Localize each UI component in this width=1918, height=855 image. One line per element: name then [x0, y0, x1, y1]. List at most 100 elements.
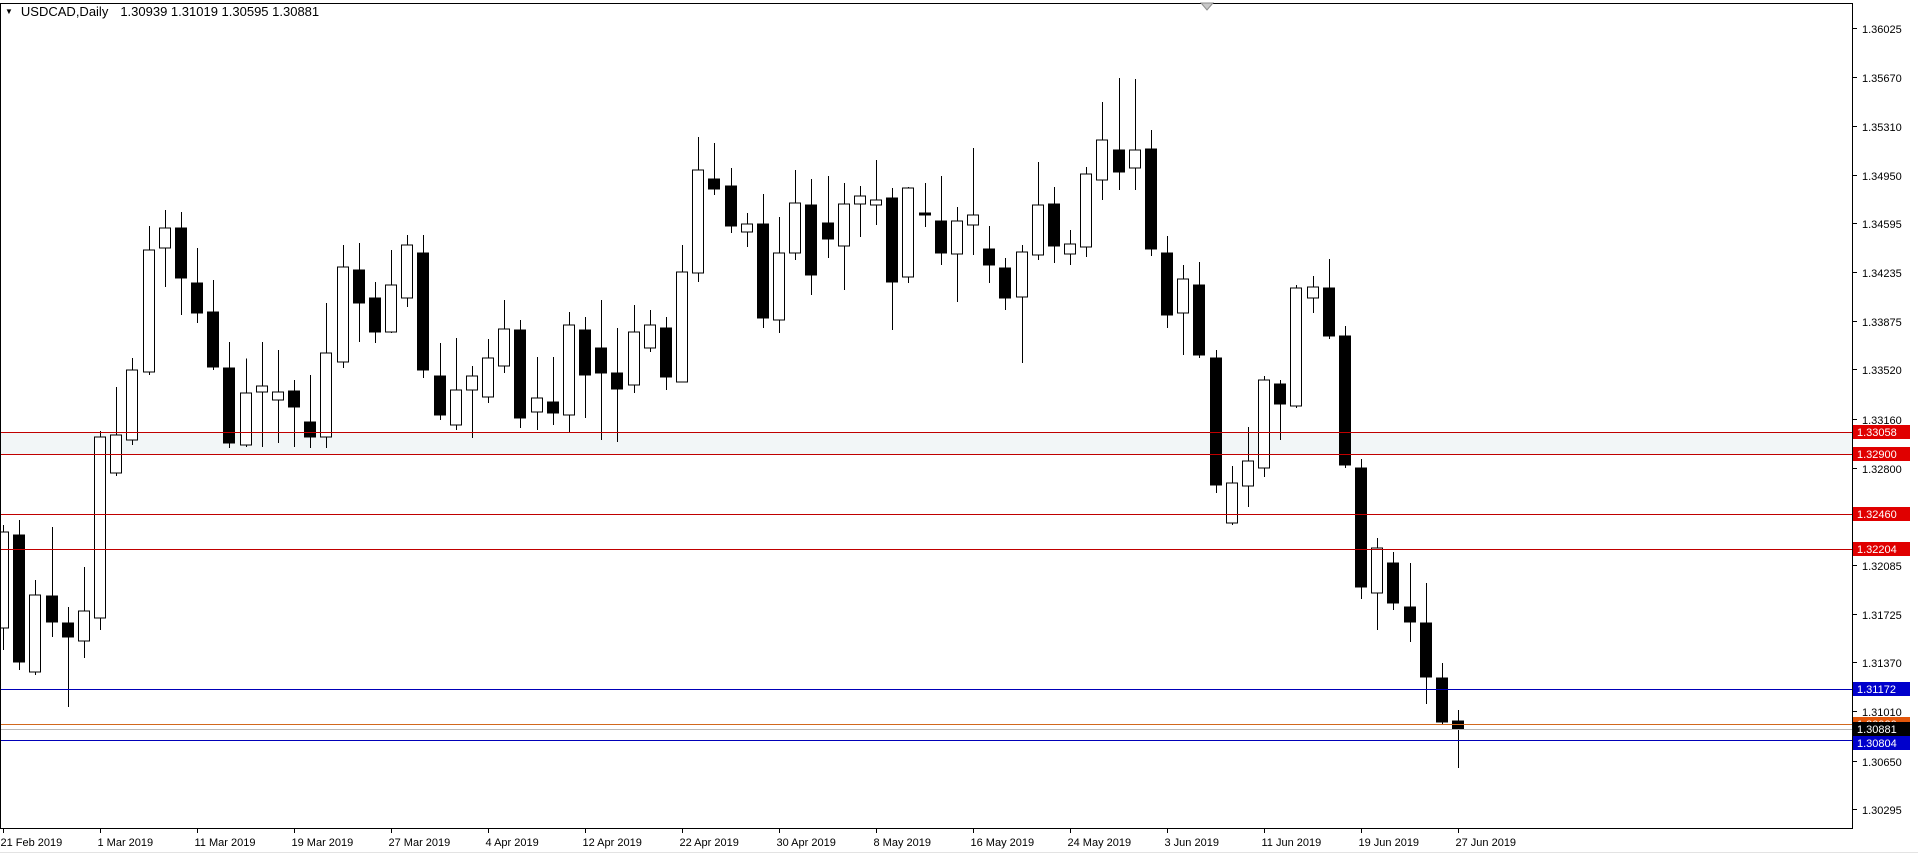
y-axis-label: 1.36025 — [1862, 24, 1902, 36]
x-axis-date-label: 16 May 2019 — [971, 837, 1035, 849]
candle-bullish — [385, 284, 397, 333]
candle-bullish — [967, 214, 979, 226]
candle-bearish — [434, 375, 446, 416]
x-axis-date-label: 30 Apr 2019 — [777, 837, 836, 849]
candle-bearish — [191, 282, 203, 314]
candle-bearish — [1161, 252, 1173, 316]
level-price-tag: 1.30804 — [1857, 738, 1897, 750]
candle-bearish — [935, 220, 947, 254]
symbol-dropdown-icon[interactable]: ▼ — [5, 6, 13, 16]
candle-bullish — [1226, 482, 1238, 524]
candle-bullish — [628, 331, 640, 386]
candle-bullish — [773, 252, 785, 321]
x-axis-date-label: 8 May 2019 — [874, 837, 931, 849]
y-axis-label: 1.35310 — [1862, 122, 1902, 134]
candle-bullish — [1064, 243, 1076, 255]
candle-bullish — [741, 223, 753, 233]
candle-bearish — [579, 329, 591, 376]
candle-bullish — [951, 220, 963, 255]
level-price-tag-bg — [1853, 447, 1910, 461]
candle-bullish — [531, 397, 543, 413]
candle-bearish — [983, 248, 995, 266]
plot-frame — [0, 3, 1853, 829]
candle-bearish — [757, 223, 769, 319]
candle-bullish — [1, 531, 9, 629]
level-price-tag-bg — [1853, 542, 1910, 556]
candle-bullish — [126, 369, 138, 441]
candle-bearish — [822, 222, 834, 240]
y-axis-label: 1.32085 — [1862, 561, 1902, 573]
candle-bullish — [94, 436, 106, 619]
candle-bearish — [1113, 149, 1125, 173]
y-axis-label: 1.34950 — [1862, 171, 1902, 183]
level-price-tag: 1.32460 — [1857, 509, 1897, 521]
candle-bearish — [1193, 284, 1205, 356]
candle-bullish — [337, 266, 349, 363]
y-axis-label: 1.33160 — [1862, 415, 1902, 427]
candle-bullish — [1258, 379, 1270, 469]
candle-bullish — [870, 199, 882, 206]
candle-bearish — [1048, 203, 1060, 247]
x-axis-date-label: 12 Apr 2019 — [583, 837, 642, 849]
candle-bearish — [1145, 148, 1157, 250]
candle-bearish — [919, 212, 931, 216]
candle-bullish — [320, 352, 332, 438]
current-price-tag-bg — [1853, 722, 1910, 736]
candle-bearish — [660, 327, 672, 378]
x-axis-date-label: 4 Apr 2019 — [486, 837, 539, 849]
candle-bearish — [1339, 335, 1351, 466]
candle-bearish — [13, 534, 25, 663]
candle-bearish — [886, 197, 898, 283]
x-axis-date-label: 1 Mar 2019 — [98, 837, 154, 849]
x-axis-date-label: 27 Mar 2019 — [389, 837, 451, 849]
candle-bullish — [1290, 287, 1302, 407]
candle-bearish — [1420, 622, 1432, 678]
candle-bullish — [1032, 204, 1044, 256]
candle-bullish — [29, 594, 41, 673]
candle-bullish — [401, 244, 413, 299]
candle-bullish — [498, 328, 510, 367]
candle-bearish — [1404, 606, 1416, 623]
y-axis-label: 1.33520 — [1862, 365, 1902, 377]
candle-bullish — [1129, 149, 1141, 169]
level-price-tag: 1.32204 — [1857, 544, 1897, 556]
y-axis-label: 1.31725 — [1862, 610, 1902, 622]
y-axis-label: 1.30650 — [1862, 757, 1902, 769]
candle-bearish — [175, 227, 187, 279]
y-axis-label: 1.33875 — [1862, 317, 1902, 329]
candle-bullish — [1242, 460, 1254, 487]
candle-bullish — [78, 610, 90, 642]
x-axis-date-label: 21 Feb 2019 — [1, 837, 63, 849]
candle-bearish — [1274, 383, 1286, 405]
candle-bullish — [1177, 278, 1189, 314]
candle-bullish — [272, 391, 284, 401]
ohlc-values: 1.30939 1.31019 1.30595 1.30881 — [120, 3, 320, 19]
candle-bullish — [1307, 286, 1319, 299]
candle-bullish — [1371, 547, 1383, 594]
candle-bullish — [143, 249, 155, 373]
candle-bullish — [644, 324, 656, 349]
candle-bearish — [999, 267, 1011, 299]
chart-shift-marker-icon[interactable] — [1199, 2, 1215, 11]
level-price-tag-bg — [1853, 682, 1910, 696]
x-axis-date-label: 19 Jun 2019 — [1359, 837, 1420, 849]
candle-bearish — [1436, 677, 1448, 723]
candle-bullish — [838, 203, 850, 247]
candle-bullish — [1080, 173, 1092, 248]
current-price-tag: 1.30881 — [1857, 724, 1897, 736]
symbol-timeframe-label: USDCAD,Daily — [20, 3, 109, 19]
candles-layer — [1, 77, 1464, 768]
candle-bullish — [563, 324, 575, 416]
candle-bullish — [676, 271, 688, 383]
candle-bullish — [789, 202, 801, 254]
candle-bullish — [159, 227, 171, 249]
candle-bearish — [1323, 287, 1335, 337]
candle-bullish — [1016, 251, 1028, 298]
x-axis-date-label: 11 Jun 2019 — [1262, 837, 1322, 849]
x-axis-date-label: 24 May 2019 — [1068, 837, 1132, 849]
candle-bearish — [46, 595, 58, 623]
level-price-tag: 1.31172 — [1857, 684, 1896, 696]
level-price-tag-bg — [1853, 425, 1910, 439]
